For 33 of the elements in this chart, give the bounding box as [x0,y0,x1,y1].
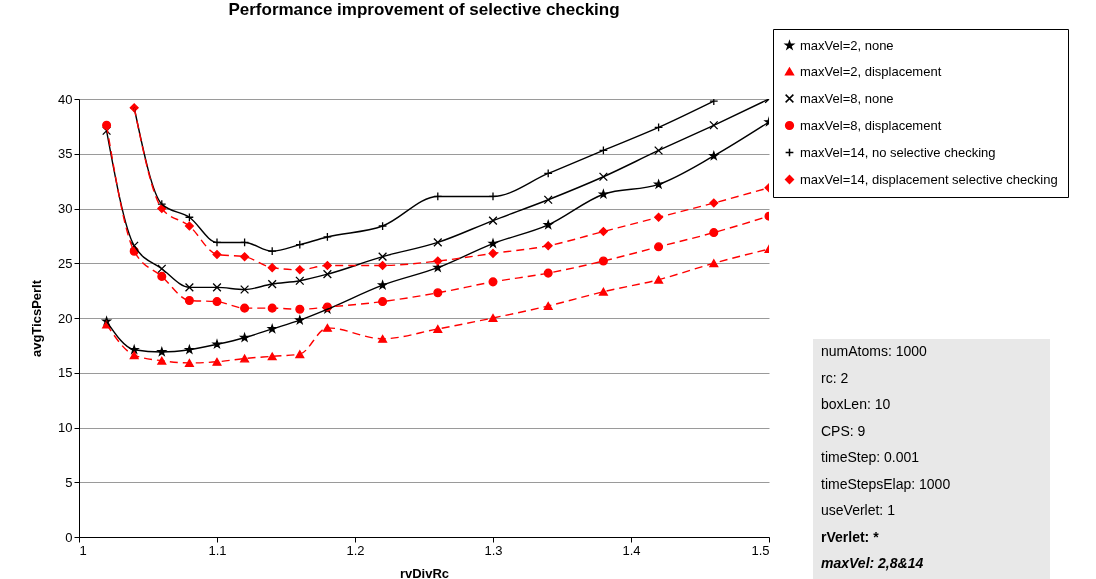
legend-label: maxVel=14, no selective checking [800,144,996,160]
text: CPS: 9 [821,422,866,439]
x-tick-label: 1.5 [751,542,770,558]
y-tick-label: 0 [65,529,73,545]
legend-label: maxVel=8, none [800,90,894,106]
text: maxVel: 2,8&14 [821,555,924,571]
legend-label: maxVel=2, displacement [800,63,942,79]
legend-label: maxVel=8, displacement [800,117,942,133]
text: numAtoms: 1000 [821,343,928,359]
y-tick-label: 20 [58,310,73,326]
text: rc: 2 [821,369,849,386]
text: useVerlet: 1 [821,502,896,518]
text: rVerlet: * [821,528,880,545]
y-tick-label: 25 [58,255,73,271]
x-tick-label: 1.3 [484,542,503,558]
y-tick-label: 5 [65,474,73,490]
text: timeStep: 0.001 [821,449,920,465]
y-tick-label: 15 [58,365,73,381]
y-tick-label: 35 [58,146,73,162]
y-tick-label: 40 [58,91,73,107]
chart-title: Performance improvement of selective checking [228,0,620,19]
x-tick-label: 1 [79,542,87,558]
x-tick-label: 1.2 [346,542,365,558]
y-tick-label: 30 [58,201,73,216]
y-axis-title: avgTicsPerIt [29,279,45,358]
y-tick-label: 10 [58,420,73,435]
text: boxLen: 10 [821,396,891,412]
legend-label: maxVel=2, none [800,37,894,53]
legend-label: maxVel=14, displacement selective checking [800,171,1058,187]
x-tick-label: 1.4 [622,542,641,558]
x-tick-label: 1.1 [208,542,227,558]
text: timeStepsElap: 1000 [821,475,951,492]
x-axis-title: rvDivRc [399,565,450,579]
